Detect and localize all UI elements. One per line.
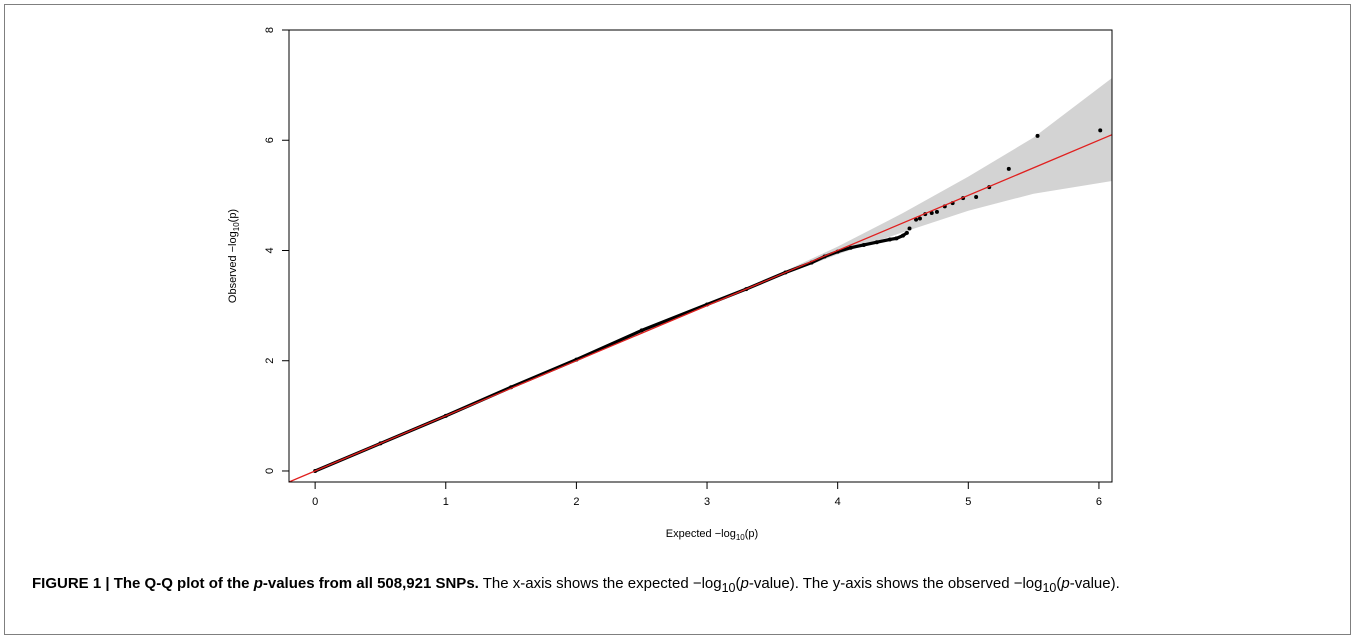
x-tick-label: 3 <box>704 496 710 508</box>
x-tick-label: 6 <box>1096 496 1102 508</box>
data-point <box>874 240 879 245</box>
y-axis-label: Observed −log10(p) <box>227 209 241 303</box>
data-point <box>861 242 866 247</box>
x-axis: 0 1 2 3 4 5 6 <box>312 481 1102 508</box>
x-tick-label: 1 <box>443 496 449 508</box>
data-point <box>900 233 905 238</box>
qq-plot: 0 1 2 3 4 5 6 0 2 4 6 8 Expected −log10(p) Observe… <box>227 27 1113 542</box>
x-tick-label: 2 <box>573 496 579 508</box>
data-point <box>904 230 909 235</box>
data-point <box>914 217 919 222</box>
y-tick-label: 0 <box>264 468 276 474</box>
data-point <box>934 209 939 214</box>
y-tick-label: 8 <box>264 27 276 33</box>
y-tick-label: 4 <box>264 247 276 253</box>
x-tick-label: 5 <box>965 496 971 508</box>
data-point <box>929 211 934 216</box>
x-axis-label: Expected −log10(p) <box>666 528 758 542</box>
plot-box <box>288 29 1113 483</box>
x-tick-label: 0 <box>312 496 318 508</box>
reference-line <box>289 134 1112 482</box>
data-point <box>974 195 979 200</box>
x-tick-label: 4 <box>835 496 841 508</box>
data-point <box>1098 128 1103 133</box>
y-tick-label: 2 <box>264 358 276 364</box>
confidence-band <box>759 77 1112 285</box>
dense-points <box>313 231 909 473</box>
data-point <box>1006 166 1011 171</box>
y-axis: 0 2 4 6 8 <box>264 27 290 474</box>
data-point <box>887 237 892 242</box>
data-point <box>848 245 853 250</box>
figure-frame <box>4 4 1351 635</box>
data-point <box>894 236 899 241</box>
data-point <box>639 328 644 333</box>
figure-caption: FIGURE 1 | The Q-Q plot of the p-values … <box>32 575 1120 595</box>
data-point <box>907 226 912 231</box>
caption-title: FIGURE 1 | The Q-Q plot of the p-values … <box>32 575 479 592</box>
data-point <box>1035 133 1040 138</box>
data-point <box>917 216 922 221</box>
y-tick-label: 6 <box>264 137 276 143</box>
